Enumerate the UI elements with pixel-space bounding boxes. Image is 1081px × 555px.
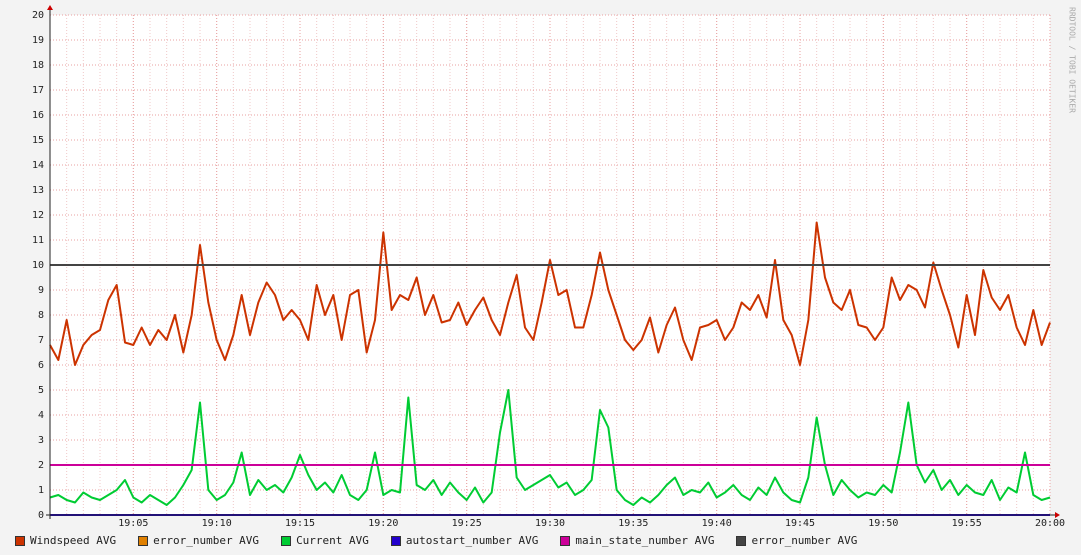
legend-label: error_number AVG (751, 534, 858, 547)
legend-item: error_number AVG (736, 534, 857, 547)
y-tick-label: 9 (38, 285, 44, 296)
legend-swatch (15, 535, 25, 546)
y-tick-label: 17 (32, 85, 44, 96)
x-tick-label: 20:00 (1035, 518, 1065, 529)
legend-swatch (560, 535, 571, 546)
y-tick-label: 18 (32, 60, 44, 71)
y-tick-label: 14 (32, 160, 44, 171)
legend-swatch (390, 535, 401, 546)
series-line (49, 389, 1051, 506)
y-tick-label: 3 (38, 435, 44, 446)
x-tick-label: 19:35 (618, 518, 648, 529)
series-line (49, 221, 1051, 366)
y-tick-label: 8 (38, 310, 44, 321)
y-tick-label: 16 (32, 110, 44, 121)
y-tick-label: 6 (38, 360, 44, 371)
legend-swatch (736, 535, 747, 546)
x-tick-label: 19:40 (702, 518, 732, 529)
y-tick-label: 13 (32, 185, 44, 196)
legend-label: main_state_number AVG (575, 534, 715, 547)
legend-label: autostart_number AVG (405, 534, 539, 547)
y-tick-label: 1 (38, 485, 44, 496)
y-tick-label: 10 (32, 260, 44, 271)
y-tick-label: 11 (32, 235, 44, 246)
x-tick-label: 19:10 (202, 518, 232, 529)
legend-label: Current AVG (296, 534, 369, 547)
x-tick-label: 19:50 (868, 518, 898, 529)
x-tick-label: 19:55 (952, 518, 982, 529)
legend-label: error_number AVG (153, 534, 260, 547)
watermark: RRDTOOL / TOBI OETIKER (1068, 7, 1077, 113)
x-tick-label: 19:30 (535, 518, 565, 529)
x-axis-arrow (1055, 512, 1060, 518)
y-tick-label: 19 (32, 35, 44, 46)
y-tick-label: 12 (32, 210, 44, 221)
x-tick-label: 19:25 (452, 518, 482, 529)
y-tick-label: 0 (38, 510, 44, 521)
y-tick-label: 7 (38, 335, 44, 346)
legend-label: Windspeed AVG (30, 534, 117, 547)
legend-item: Current AVG (281, 534, 369, 547)
legend-swatch (138, 535, 149, 546)
y-tick-label: 4 (38, 410, 44, 421)
x-tick-label: 19:45 (785, 518, 815, 529)
x-tick-label: 19:05 (118, 518, 148, 529)
y-tick-label: 15 (32, 135, 44, 146)
legend-item: main_state_number AVG (560, 534, 714, 547)
legend-item: autostart_number AVG (390, 534, 539, 547)
y-axis-arrow (47, 5, 53, 10)
legend: Windspeed AVG error_number AVG Current AVG… (15, 534, 879, 547)
x-tick-label: 19:20 (368, 518, 398, 529)
legend-item: error_number AVG (138, 534, 259, 547)
x-tick-label: 19:15 (285, 518, 315, 529)
y-tick-label: 20 (32, 10, 44, 21)
y-tick-label: 5 (38, 385, 44, 396)
legend-swatch (281, 535, 292, 546)
y-tick-label: 2 (38, 460, 44, 471)
legend-item: Windspeed AVG (15, 534, 116, 547)
